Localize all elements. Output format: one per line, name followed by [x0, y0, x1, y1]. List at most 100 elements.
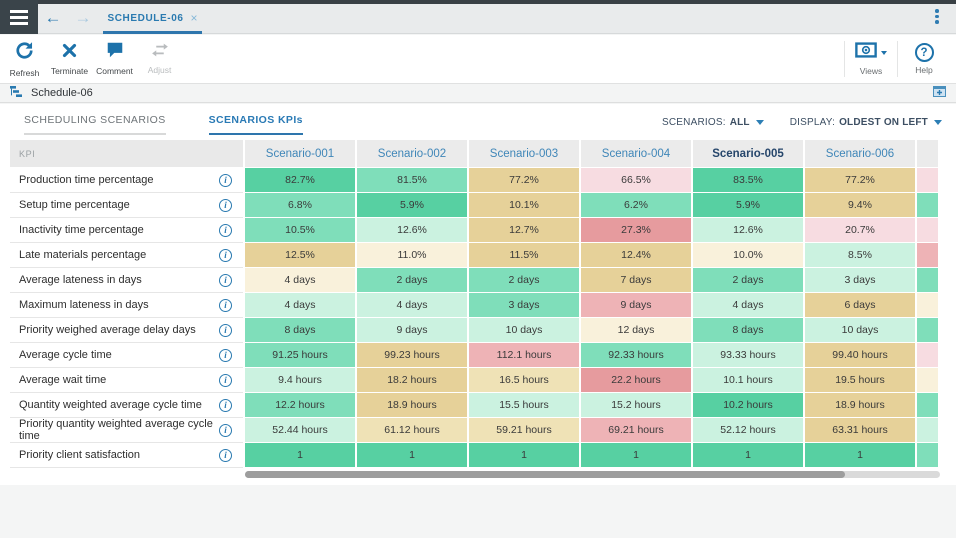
- toolbar-divider: [844, 41, 845, 77]
- kpi-cell-scenario-006: 77.2%: [805, 168, 915, 192]
- views-button[interactable]: Views: [845, 35, 897, 83]
- info-icon[interactable]: i: [219, 423, 232, 437]
- kpi-cell-scenario-003: 59.21 hours: [469, 418, 579, 442]
- column-header-scenario-005: Scenario-005: [693, 140, 803, 167]
- kpi-cell-scenario-004: 27.3%: [581, 218, 691, 242]
- kpi-row-label: Quantity weighted average cycle time i: [10, 393, 243, 418]
- kpi-row-label: Average wait time i: [10, 368, 243, 393]
- toolbar-divider: [897, 41, 898, 77]
- kpi-cell-overflow: [917, 168, 938, 192]
- refresh-button[interactable]: Refresh: [2, 35, 47, 83]
- kpi-cell-overflow: [917, 393, 938, 417]
- kpi-cell-overflow: [917, 443, 938, 467]
- column-header-scenario-004: Scenario-004: [581, 140, 691, 167]
- kpi-label-text: Priority client satisfaction: [19, 449, 141, 461]
- kpi-cell-scenario-004: 69.21 hours: [581, 418, 691, 442]
- kpi-cell-overflow: [917, 268, 938, 292]
- kpi-cell-scenario-001: 12.2 hours: [245, 393, 355, 417]
- comment-icon: [106, 42, 124, 63]
- top-strip: [0, 0, 956, 4]
- info-icon[interactable]: i: [219, 273, 232, 287]
- kpi-cell-scenario-006: 3 days: [805, 268, 915, 292]
- horizontal-scrollbar-track[interactable]: [245, 471, 940, 478]
- adjust-icon: [151, 43, 169, 62]
- kpi-cell-scenario-005: 52.12 hours: [693, 418, 803, 442]
- tab-scenarios-kpis[interactable]: SCENARIOS KPIs: [208, 114, 303, 135]
- kpi-cell-overflow: [917, 418, 938, 442]
- kpi-label-text: Quantity weighted average cycle time: [19, 399, 202, 411]
- display-order-value: OLDEST ON LEFT: [839, 117, 928, 128]
- kebab-menu-icon[interactable]: [930, 9, 944, 24]
- kpi-cell-scenario-001: 4 days: [245, 268, 355, 292]
- kpi-row-label: Priority client satisfaction i: [10, 443, 243, 468]
- table-row: Average wait time i 9.4 hours 18.2 hours 16.…: [10, 368, 938, 393]
- info-icon[interactable]: i: [219, 323, 232, 337]
- display-order-dropdown[interactable]: DISPLAY: OLDEST ON LEFT: [790, 117, 942, 128]
- kpi-cell-scenario-005: 83.5%: [693, 168, 803, 192]
- kpi-cell-scenario-002: 9 days: [357, 318, 467, 342]
- kpi-cell-scenario-006: 19.5 hours: [805, 368, 915, 392]
- terminate-button[interactable]: Terminate: [47, 35, 92, 83]
- window-add-icon[interactable]: [933, 84, 946, 102]
- kpi-cell-scenario-001: 9.4 hours: [245, 368, 355, 392]
- comment-button[interactable]: Comment: [92, 35, 137, 83]
- kpi-row-label: Late materials percentage i: [10, 243, 243, 268]
- kpi-cell-scenario-002: 1: [357, 443, 467, 467]
- tab-scheduling-scenarios[interactable]: SCHEDULING SCENARIOS: [24, 114, 166, 135]
- toolbar: Refresh Terminate Comment Adjust Views ? He…: [0, 35, 956, 84]
- column-header-scenario-006: Scenario-006: [805, 140, 915, 167]
- info-icon[interactable]: i: [219, 298, 232, 312]
- kpi-cell-overflow: [917, 318, 938, 342]
- kpi-row-label: Priority weighed average delay days i: [10, 318, 243, 343]
- table-row: Quantity weighted average cycle time i 12.…: [10, 393, 938, 418]
- refresh-label: Refresh: [9, 67, 40, 78]
- kpi-cell-scenario-005: 4 days: [693, 293, 803, 317]
- kpi-cell-scenario-001: 1: [245, 443, 355, 467]
- info-icon[interactable]: i: [219, 398, 232, 412]
- kpi-column-header: KPI: [10, 140, 243, 167]
- info-icon[interactable]: i: [219, 248, 232, 262]
- tab-close-icon[interactable]: ×: [190, 11, 198, 25]
- terminate-label: Terminate: [50, 65, 89, 76]
- kpi-cell-scenario-003: 77.2%: [469, 168, 579, 192]
- info-icon[interactable]: i: [219, 198, 232, 212]
- back-arrow-icon[interactable]: ←: [44, 8, 62, 27]
- kpi-cell-scenario-004: 6.2%: [581, 193, 691, 217]
- info-icon[interactable]: i: [219, 348, 232, 362]
- hamburger-menu-icon[interactable]: [0, 0, 38, 34]
- kpi-cell-scenario-001: 6.8%: [245, 193, 355, 217]
- kpi-cell-scenario-006: 18.9 hours: [805, 393, 915, 417]
- kpi-cell-scenario-001: 4 days: [245, 293, 355, 317]
- kpi-cell-scenario-001: 12.5%: [245, 243, 355, 267]
- help-button[interactable]: ? Help: [898, 35, 950, 83]
- kpi-cell-scenario-002: 18.9 hours: [357, 393, 467, 417]
- kpi-cell-overflow: [917, 343, 938, 367]
- main-content-panel: SCHEDULING SCENARIOS SCENARIOS KPIs SCENA…: [0, 104, 956, 485]
- scenarios-filter-value: ALL: [729, 117, 750, 128]
- kpi-cell-scenario-001: 52.44 hours: [245, 418, 355, 442]
- chevron-down-icon: [934, 120, 942, 125]
- kpi-cell-scenario-004: 1: [581, 443, 691, 467]
- kpi-cell-scenario-002: 5.9%: [357, 193, 467, 217]
- table-header-row: KPI Scenario-001 Scenario-002 Scenario-003…: [10, 140, 938, 167]
- kpi-label-text: Setup time percentage: [19, 199, 130, 211]
- kpi-cell-scenario-003: 10 days: [469, 318, 579, 342]
- kpi-cell-scenario-006: 10 days: [805, 318, 915, 342]
- kpi-label-text: Maximum lateness in days: [19, 299, 149, 311]
- info-icon[interactable]: i: [219, 173, 232, 187]
- info-icon[interactable]: i: [219, 373, 232, 387]
- info-icon[interactable]: i: [219, 448, 232, 462]
- kpi-cell-scenario-005: 8 days: [693, 318, 803, 342]
- kpi-cell-scenario-003: 3 days: [469, 293, 579, 317]
- adjust-label: Adjust: [147, 65, 172, 75]
- document-tab[interactable]: SCHEDULE-06 ×: [103, 4, 202, 32]
- horizontal-scrollbar-thumb[interactable]: [245, 471, 845, 478]
- kpi-cell-scenario-003: 15.5 hours: [469, 393, 579, 417]
- filters: SCENARIOS: ALL DISPLAY: OLDEST ON LEFT: [662, 117, 942, 128]
- kpi-cell-scenario-005: 2 days: [693, 268, 803, 292]
- terminate-icon: [62, 43, 77, 63]
- info-icon[interactable]: i: [219, 223, 232, 237]
- table-row: Late materials percentage i 12.5% 11.0% 11.5…: [10, 243, 938, 268]
- scenarios-filter-dropdown[interactable]: SCENARIOS: ALL: [662, 117, 764, 128]
- display-order-label: DISPLAY:: [789, 117, 836, 128]
